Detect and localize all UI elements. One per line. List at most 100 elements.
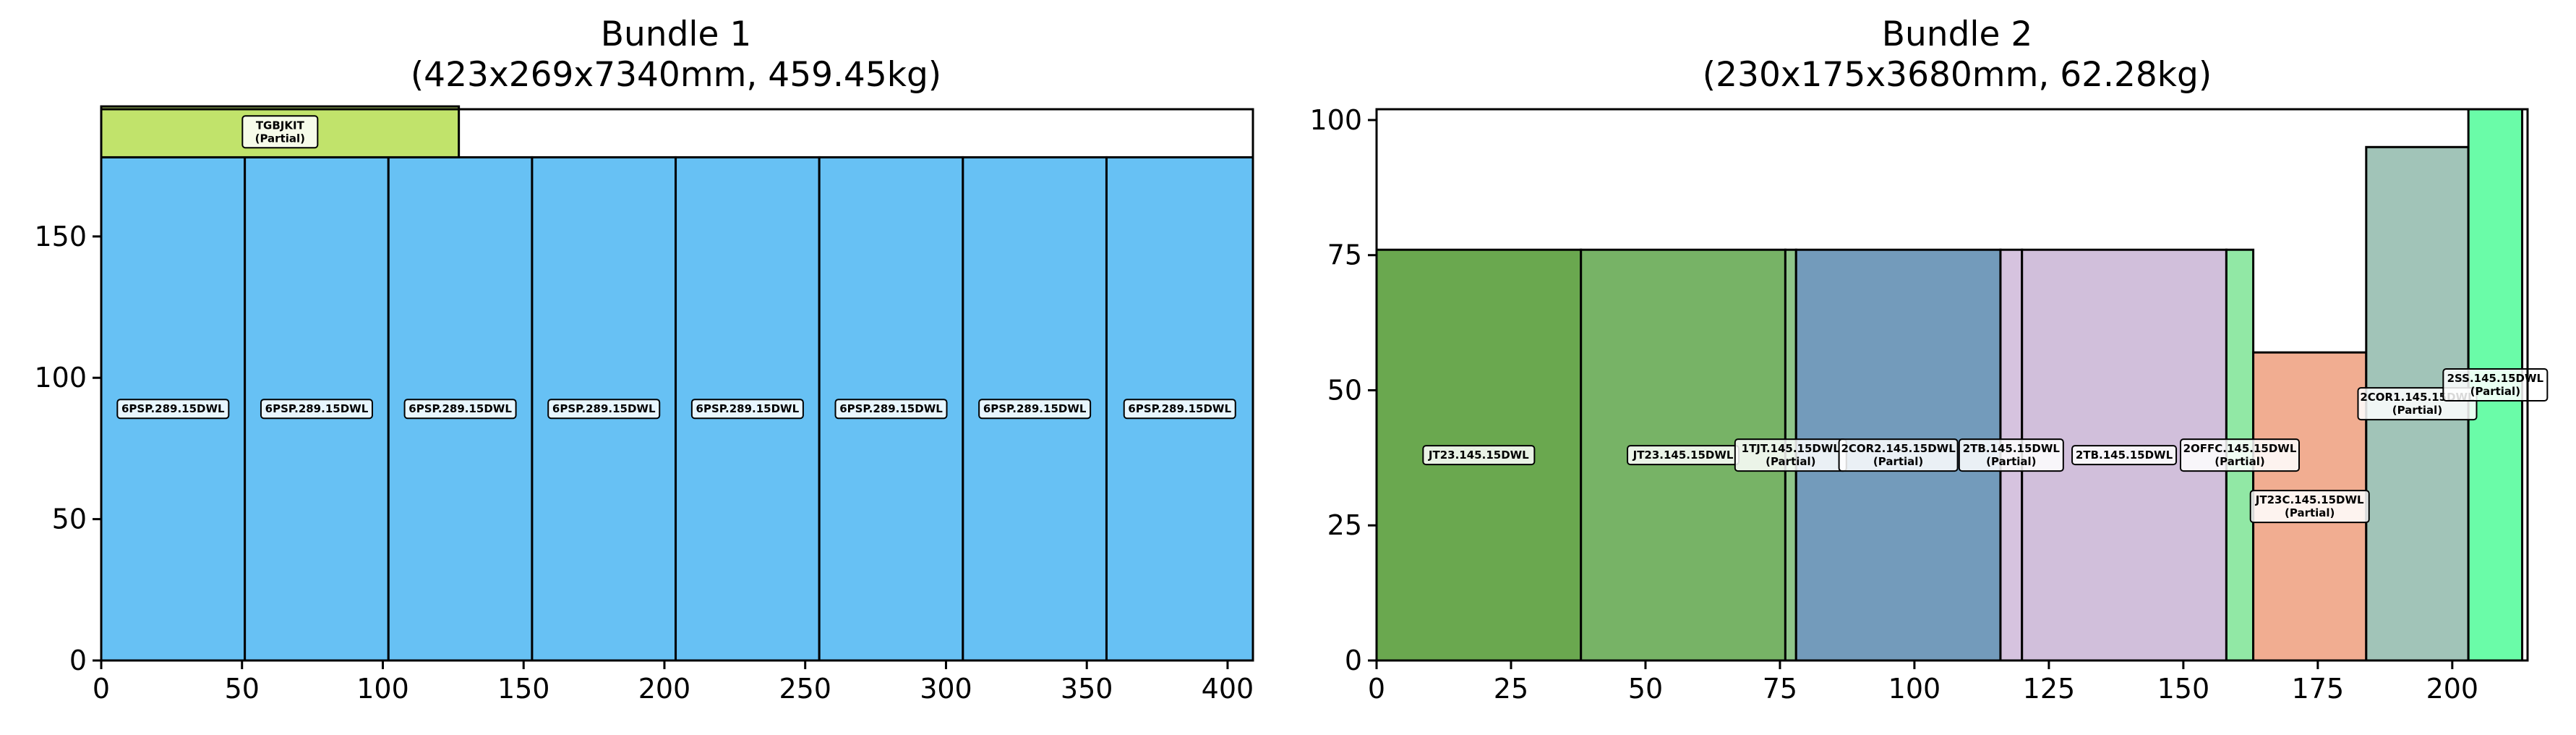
item-label: 2TB.145.15DWL(Partial): [1958, 438, 2064, 472]
x-tick-label: 25: [1494, 673, 1528, 705]
y-tick-label: 25: [1327, 509, 1362, 541]
item-label-box: [116, 399, 230, 420]
item-label-subtext: (Partial): [2392, 404, 2442, 417]
item-label-text: 6PSP.289.15DWL: [121, 402, 225, 415]
x-tick-label: 150: [2157, 673, 2210, 705]
item-label-subtext: (Partial): [2215, 455, 2264, 468]
item-label-box: [260, 399, 373, 420]
x-tick-label: 0: [93, 673, 110, 705]
item-label-box: [2180, 438, 2300, 472]
item-label-text: 6PSP.289.15DWL: [552, 402, 656, 415]
item-labels: JT23.145.15DWL JT23.145.15DWL 1TJT.145.15D…: [1422, 368, 2549, 524]
item-label: 6PSP.289.15DWL: [690, 399, 804, 420]
bundle-2-panel: Bundle 2 (230x175x3680mm, 62.28kg) JT23.…: [1309, 14, 2549, 705]
item-label-text: JT23.145.15DWL: [1428, 449, 1529, 462]
y-tick-label: 150: [34, 221, 87, 252]
item-label-text: 6PSP.289.15DWL: [983, 402, 1087, 415]
x-axis: 0 25 50 75 100 125 150 175 200: [1368, 660, 2478, 705]
x-tick-label: 50: [1628, 673, 1663, 705]
y-tick-label: 0: [1345, 645, 1362, 676]
item-label-box: [403, 399, 517, 420]
item-label: 6PSP.289.15DWL: [834, 399, 948, 420]
x-tick-label: 300: [920, 673, 972, 705]
item-rects: [100, 105, 1254, 662]
x-tick-label: 175: [2292, 673, 2345, 705]
item-label-subtext: (Partial): [1873, 455, 1923, 468]
item-label-text: 2OFFC.145.15DWL: [2183, 442, 2297, 455]
item-label: 6PSP.289.15DWL: [1123, 399, 1236, 420]
item-label-text: 2COR2.145.15DWL: [1841, 442, 1956, 455]
item-label-text: 1TJT.145.15DWL: [1742, 442, 1841, 455]
y-tick-label: 100: [1309, 104, 1362, 136]
item-label-subtext: (Partial): [1986, 455, 2036, 468]
item-label-box: [2071, 445, 2178, 466]
item-rects: [1375, 108, 2524, 662]
item-label-subtext: (Partial): [1766, 455, 1815, 468]
x-tick-label: 350: [1061, 673, 1113, 705]
x-tick-label: 400: [1202, 673, 1254, 705]
bundle-2-title: Bundle 2: [1882, 14, 2032, 54]
item-label: 2OFFC.145.15DWL(Partial): [2180, 438, 2300, 472]
plot-frame: [1375, 108, 2529, 662]
x-tick-label: 150: [497, 673, 550, 705]
item-label-box: [1838, 438, 1959, 472]
y-axis: 0 25 50 75 100: [1309, 104, 1377, 676]
item-label-box: [978, 399, 1092, 420]
bundle-1-panel: Bundle 1 (423x269x7340mm, 459.45kg) 6PSP…: [34, 14, 1254, 705]
item-label-text: 2TB.145.15DWL: [1963, 442, 2061, 455]
bundle-1-subtitle: (423x269x7340mm, 459.45kg): [411, 55, 941, 95]
item-label-box: [834, 399, 948, 420]
item-label: 6PSP.289.15DWL: [116, 399, 230, 420]
item-label-box: [1958, 438, 2064, 472]
x-tick-label: 100: [1888, 673, 1941, 705]
y-tick-label: 75: [1327, 239, 1362, 271]
item-label: 2COR2.145.15DWL(Partial): [1838, 438, 1959, 472]
item-label-text: 6PSP.289.15DWL: [696, 402, 800, 415]
x-axis: 0 50 100 150 200 250 300 350 400: [93, 660, 1254, 705]
item-label: JT23.145.15DWL: [1422, 445, 1536, 466]
y-tick-label: 0: [69, 645, 87, 676]
item-label-text: 6PSP.289.15DWL: [265, 402, 369, 415]
item-label-text: TGBJKIT: [256, 119, 305, 132]
item-label: 2SS.145.15DWL(Partial): [2442, 368, 2549, 402]
item-label-box: [690, 399, 804, 420]
x-tick-label: 250: [779, 673, 831, 705]
y-axis: 0 50 100 150: [34, 221, 101, 676]
item-label-subtext: (Partial): [2285, 506, 2335, 519]
item-label: 6PSP.289.15DWL: [547, 399, 661, 420]
item-label-text: 6PSP.289.15DWL: [408, 402, 512, 415]
item-label: 6PSP.289.15DWL: [403, 399, 517, 420]
plot-frame: [100, 108, 1254, 662]
item-label-text: 6PSP.289.15DWL: [1128, 402, 1231, 415]
item-label-box: [241, 115, 319, 149]
x-tick-label: 0: [1368, 673, 1385, 705]
y-tick-label: 50: [1327, 374, 1362, 406]
bundle-1-title: Bundle 1: [601, 14, 751, 54]
y-tick-label: 100: [34, 362, 87, 394]
x-tick-label: 125: [2023, 673, 2076, 705]
x-tick-label: 200: [2426, 673, 2479, 705]
item-label-text: 2SS.145.15DWL: [2447, 372, 2544, 385]
item-label: 6PSP.289.15DWL: [260, 399, 373, 420]
item-label: JT23.145.15DWL: [1627, 445, 1740, 466]
item-label-box: [1123, 399, 1236, 420]
x-tick-label: 50: [225, 673, 260, 705]
item-label: TGBJKIT(Partial): [241, 115, 319, 149]
item-label-box: [2442, 368, 2549, 402]
item-label: JT23C.145.15DWL(Partial): [2249, 490, 2370, 524]
item-label-subtext: (Partial): [2470, 385, 2520, 398]
item-label-text: JT23C.145.15DWL: [2255, 493, 2364, 506]
x-tick-label: 200: [638, 673, 691, 705]
x-tick-label: 75: [1763, 673, 1797, 705]
y-tick-label: 50: [52, 504, 87, 535]
item-label-box: [1422, 445, 1536, 466]
item-label-text: 2TB.145.15DWL: [2076, 449, 2173, 462]
item-label: 2TB.145.15DWL: [2071, 445, 2178, 466]
item-label-box: [547, 399, 661, 420]
bundle-2-subtitle: (230x175x3680mm, 62.28kg): [1703, 55, 2212, 95]
x-tick-label: 100: [356, 673, 409, 705]
item-label-subtext: (Partial): [255, 132, 305, 145]
item-label: 6PSP.289.15DWL: [978, 399, 1092, 420]
item-label: 1TJT.145.15DWL(Partial): [1734, 438, 1847, 472]
